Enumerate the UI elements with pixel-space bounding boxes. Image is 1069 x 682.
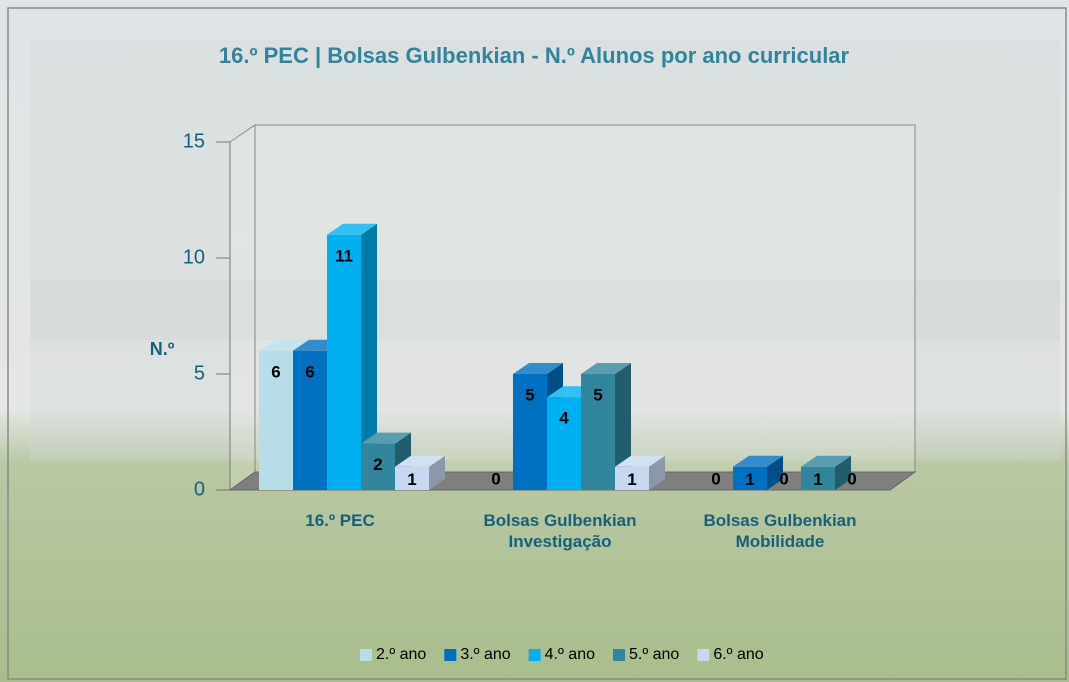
chart-title: 16.º PEC | Bolsas Gulbenkian - N.º Aluno…: [219, 43, 850, 68]
legend-swatch: [360, 649, 372, 661]
legend-label: 3.º ano: [460, 646, 510, 663]
data-label: 2: [373, 455, 382, 474]
data-label: 4: [559, 409, 569, 428]
legend-swatch: [529, 649, 541, 661]
legend-label: 2.º ano: [376, 646, 426, 663]
bar: [327, 235, 361, 490]
data-label: 1: [407, 470, 416, 489]
y-tick-label: 10: [183, 246, 205, 268]
data-label: 6: [305, 362, 314, 381]
legend-swatch: [613, 649, 625, 661]
y-tick-label: 15: [183, 130, 205, 152]
x-tick-label: Bolsas Gulbenkian Investigação: [455, 510, 665, 552]
legend-label: 5.º ano: [629, 646, 679, 663]
legend-swatch: [697, 649, 709, 661]
legend-label: 6.º ano: [713, 646, 763, 663]
data-label: 11: [335, 246, 353, 265]
data-label: 1: [813, 470, 822, 489]
y-tick-label: 5: [194, 362, 205, 384]
y-tick-label: 0: [194, 478, 205, 500]
data-label: 1: [745, 470, 754, 489]
data-label: 1: [627, 470, 636, 489]
y-axis-title: N.º: [150, 339, 175, 359]
chart: 16.º PEC | Bolsas Gulbenkian - N.º Aluno…: [0, 0, 1069, 682]
data-label: 0: [491, 469, 500, 488]
legend-label: 4.º ano: [545, 646, 595, 663]
data-label: 0: [779, 469, 788, 488]
data-label: 5: [593, 385, 602, 404]
data-label: 0: [847, 469, 856, 488]
data-label: 5: [525, 385, 534, 404]
x-tick-label: 16.º PEC: [235, 510, 445, 531]
legend-swatch: [444, 649, 456, 661]
data-label: 6: [271, 362, 280, 381]
data-label: 0: [711, 469, 720, 488]
slide: 16.º PEC | Bolsas Gulbenkian - N.º Aluno…: [0, 0, 1069, 682]
side-wall: [230, 125, 255, 490]
x-tick-label: Bolsas Gulbenkian Mobilidade: [675, 510, 885, 552]
